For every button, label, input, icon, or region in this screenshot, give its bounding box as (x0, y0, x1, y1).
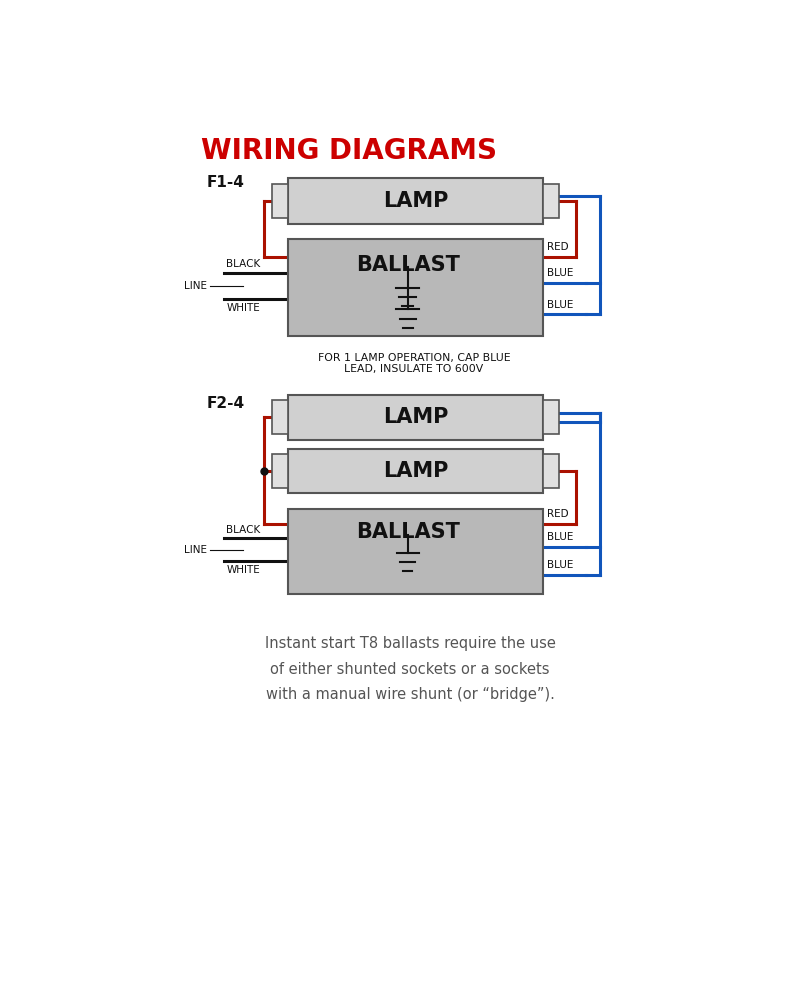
Bar (543, 184, 558, 218)
FancyBboxPatch shape (287, 449, 543, 493)
Bar (272, 454, 287, 488)
Bar (543, 454, 558, 488)
Text: BALLAST: BALLAST (356, 255, 460, 275)
Text: WHITE: WHITE (226, 565, 260, 575)
FancyBboxPatch shape (287, 395, 543, 440)
Bar (272, 184, 287, 218)
Text: Instant start T8 ballasts require the use
of either shunted sockets or a sockets: Instant start T8 ballasts require the us… (265, 636, 555, 702)
Text: F2-4: F2-4 (207, 396, 245, 411)
Bar (272, 400, 287, 434)
FancyBboxPatch shape (287, 239, 543, 336)
Text: BLUE: BLUE (547, 560, 574, 570)
Text: RED: RED (547, 242, 569, 252)
Text: BALLAST: BALLAST (356, 522, 460, 542)
Text: RED: RED (547, 509, 569, 519)
Text: LAMP: LAMP (382, 407, 448, 427)
Text: BLUE: BLUE (547, 532, 574, 542)
Text: BLUE: BLUE (547, 300, 574, 310)
Text: BLACK: BLACK (226, 259, 261, 269)
FancyBboxPatch shape (287, 178, 543, 224)
Text: F1-4: F1-4 (207, 175, 245, 190)
Text: WIRING DIAGRAMS: WIRING DIAGRAMS (201, 137, 497, 165)
Bar (543, 400, 558, 434)
Text: WHITE: WHITE (226, 303, 260, 313)
Text: LAMP: LAMP (382, 191, 448, 211)
Text: LINE: LINE (184, 545, 207, 555)
Text: LINE: LINE (184, 281, 207, 291)
FancyBboxPatch shape (287, 509, 543, 594)
Text: FOR 1 LAMP OPERATION, CAP BLUE
LEAD, INSULATE TO 600V: FOR 1 LAMP OPERATION, CAP BLUE LEAD, INS… (318, 353, 510, 374)
Text: LAMP: LAMP (382, 461, 448, 481)
Text: BLACK: BLACK (226, 525, 261, 535)
Text: BLUE: BLUE (547, 268, 574, 278)
